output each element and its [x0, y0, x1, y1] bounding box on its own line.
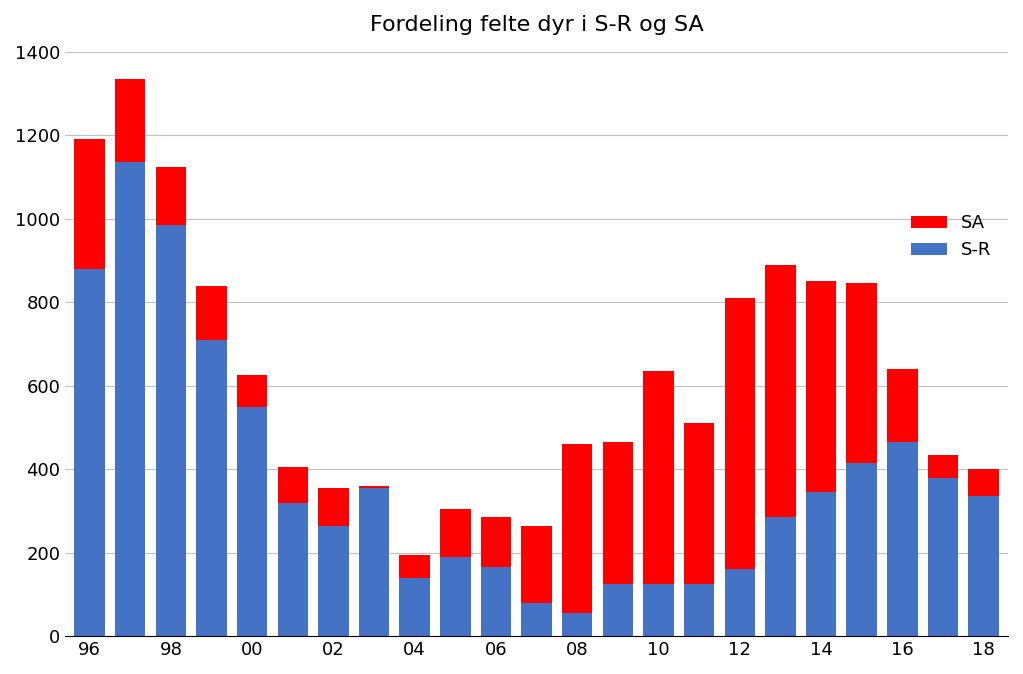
Bar	[724, 570, 755, 636]
Bar	[928, 478, 959, 636]
Bar	[115, 79, 145, 162]
Bar	[277, 503, 308, 636]
Bar	[277, 467, 308, 503]
Bar	[887, 442, 918, 636]
Bar	[481, 568, 512, 636]
Bar	[603, 584, 633, 636]
Bar	[846, 463, 877, 636]
Bar	[724, 298, 755, 570]
Bar	[440, 557, 471, 636]
Bar	[318, 488, 349, 526]
Bar	[155, 166, 186, 225]
Bar	[603, 442, 633, 584]
Bar	[684, 423, 714, 584]
Bar	[765, 517, 796, 636]
Bar	[643, 371, 674, 584]
Bar	[806, 281, 837, 492]
Bar	[522, 526, 551, 603]
Bar	[806, 492, 837, 636]
Bar	[522, 603, 551, 636]
Bar	[684, 584, 714, 636]
Bar	[399, 578, 430, 636]
Bar	[359, 486, 390, 488]
Bar	[196, 340, 227, 636]
Bar	[155, 225, 186, 636]
Bar	[643, 584, 674, 636]
Title: Fordeling felte dyr i S-R og SA: Fordeling felte dyr i S-R og SA	[369, 15, 704, 35]
Bar	[887, 369, 918, 442]
Bar	[562, 613, 592, 636]
Bar	[115, 162, 145, 636]
Bar	[969, 496, 998, 636]
Bar	[399, 555, 430, 578]
Bar	[75, 269, 104, 636]
Bar	[928, 454, 959, 478]
Bar	[318, 526, 349, 636]
Bar	[562, 444, 592, 613]
Bar	[765, 265, 796, 517]
Legend: SA, S-R: SA, S-R	[903, 207, 999, 266]
Bar	[846, 284, 877, 463]
Bar	[969, 469, 998, 496]
Bar	[196, 286, 227, 340]
Bar	[481, 517, 512, 568]
Bar	[237, 406, 267, 636]
Bar	[440, 509, 471, 557]
Bar	[237, 375, 267, 406]
Bar	[359, 488, 390, 636]
Bar	[75, 140, 104, 269]
